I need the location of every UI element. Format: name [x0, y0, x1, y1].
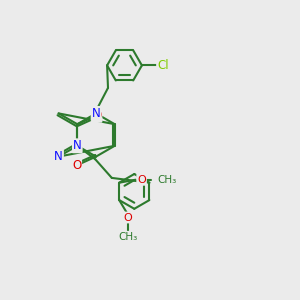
Text: CH₃: CH₃ — [118, 232, 138, 242]
Text: N: N — [54, 150, 63, 163]
Text: O: O — [137, 175, 146, 185]
Text: N: N — [73, 139, 82, 152]
Text: O: O — [72, 159, 81, 172]
Text: Cl: Cl — [157, 59, 169, 72]
Text: O: O — [124, 212, 133, 223]
Text: N: N — [92, 107, 100, 120]
Text: O: O — [92, 109, 101, 122]
Text: CH₃: CH₃ — [157, 175, 177, 185]
